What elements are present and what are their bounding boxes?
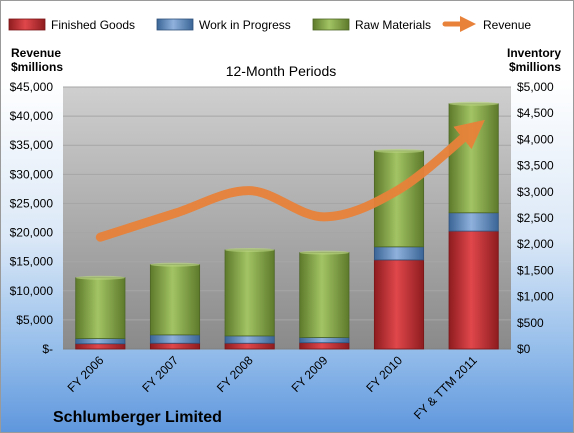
bar-segment-raw-materials (75, 277, 126, 339)
x-tick-label: FY 2010 (363, 353, 405, 395)
bar-top-cap (374, 148, 424, 153)
right-axis-ticks: $0 $500 $1,000 $1,500 $2,000 $2,500 $3,000 $3,5… (517, 80, 554, 356)
left-tick-label: $45,000 (10, 80, 54, 94)
bar-segment-work-in-progress (224, 335, 275, 344)
right-tick-label: $4,000 (517, 132, 554, 146)
legend-label-revenue: Revenue (483, 18, 531, 32)
bar-segment-raw-materials (448, 103, 499, 214)
right-tick-label: $1,500 (517, 263, 554, 277)
left-tick-label: $30,000 (10, 167, 54, 181)
left-tick-label: $10,000 (10, 284, 54, 298)
bar-segment-work-in-progress (373, 246, 425, 261)
left-tick-label: $35,000 (10, 138, 54, 152)
bar-top-cap (299, 250, 349, 255)
bar-segment-finished-goods (448, 230, 499, 350)
bar-segment-raw-materials (224, 249, 275, 337)
bar-segment-finished-goods (224, 342, 275, 350)
bar-top-cap (225, 247, 275, 252)
right-tick-label: $0 (517, 342, 531, 356)
left-axis-ticks: $- $5,000 $10,000 $15,000 $20,000 $25,000 $30,… (10, 80, 54, 356)
right-tick-label: $2,000 (517, 237, 554, 251)
plot-area (63, 87, 511, 349)
revenue-line (95, 119, 485, 242)
legend-label-work-in-progress: Work in Progress (199, 18, 291, 32)
x-tick-label: FY & TTM 2011 (411, 353, 480, 422)
right-axis-title-line1: Inventory (507, 46, 561, 60)
bar-segment-work-in-progress (448, 212, 499, 232)
legend-label-raw-materials: Raw Materials (355, 18, 431, 32)
bar-segment-finished-goods (149, 342, 201, 350)
x-tick-label: FY 2008 (214, 353, 256, 395)
bar-segment-work-in-progress (149, 334, 201, 344)
bar-segment-work-in-progress (299, 337, 350, 344)
bar-segment-finished-goods (373, 259, 425, 350)
x-tick-label: FY 2006 (65, 353, 107, 395)
bar-top-cap (75, 275, 125, 280)
x-tick-label: FY 2009 (289, 353, 331, 395)
revenue-line-layer (95, 119, 485, 242)
left-axis-title-line2: $millions (11, 60, 63, 74)
bar-segment-raw-materials (299, 252, 350, 338)
right-tick-label: $2,500 (517, 211, 554, 225)
legend-swatch-raw-materials (312, 18, 350, 31)
legend: Finished Goods Work in Progress Raw Mate… (8, 15, 531, 32)
legend-swatch-work-in-progress (156, 18, 194, 31)
bar-segment-finished-goods (299, 342, 350, 350)
bar-top-cap (150, 262, 200, 267)
chart-title: 12-Month Periods (226, 63, 337, 79)
legend-label-finished-goods: Finished Goods (51, 18, 135, 32)
left-axis-title-line1: Revenue (11, 46, 61, 60)
bar-segment-work-in-progress (75, 338, 126, 345)
bar-segment-finished-goods (75, 343, 126, 350)
legend-swatch-finished-goods (8, 18, 46, 31)
x-tick-label: FY 2007 (139, 353, 181, 395)
company-name: Schlumberger Limited (53, 409, 222, 426)
left-tick-label: $40,000 (10, 109, 54, 123)
left-tick-label: $25,000 (10, 196, 54, 210)
right-tick-label: $5,000 (517, 80, 554, 94)
left-tick-label: $20,000 (10, 226, 54, 240)
left-tick-label: $- (42, 342, 53, 356)
right-tick-label: $1,000 (517, 290, 554, 304)
left-tick-label: $5,000 (16, 313, 53, 327)
right-tick-label: $3,500 (517, 159, 554, 173)
bar-top-cap (449, 101, 499, 106)
right-tick-label: $4,500 (517, 106, 554, 120)
right-tick-label: $3,000 (517, 185, 554, 199)
right-axis-title-line2: $millions (509, 60, 561, 74)
left-tick-label: $15,000 (10, 255, 54, 269)
bar-segment-raw-materials (149, 264, 201, 336)
right-tick-label: $500 (517, 316, 544, 330)
